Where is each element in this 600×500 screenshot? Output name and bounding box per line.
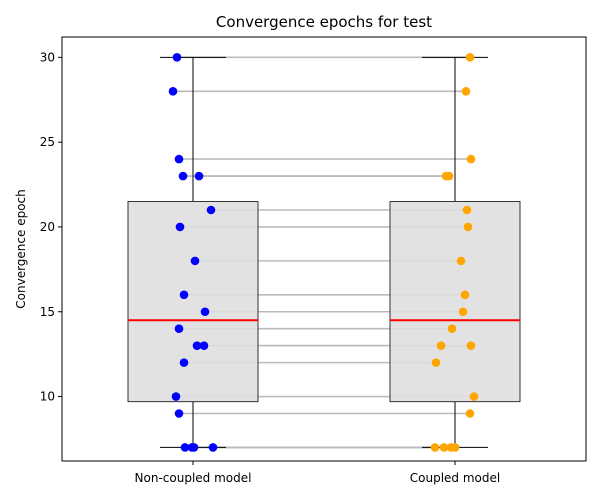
- point-coupled: [469, 392, 479, 401]
- point-coupled: [447, 324, 457, 334]
- y-ticks-layer: 10 15 20 25 30: [40, 50, 62, 404]
- point-non-coupled: [174, 409, 184, 418]
- x-tick-label: Coupled model: [410, 471, 500, 485]
- point-coupled: [436, 341, 446, 350]
- point-coupled: [461, 86, 471, 96]
- point-coupled: [462, 205, 472, 215]
- y-axis-label: Convergence epoch: [14, 189, 28, 308]
- x-ticks-layer: Non-coupled model Coupled model: [135, 461, 500, 485]
- box-iqr: [389, 201, 521, 403]
- point-non-coupled: [206, 205, 216, 215]
- y-tick-label: 25: [40, 135, 55, 149]
- point-non-coupled: [174, 154, 184, 164]
- x-tick-label: Non-coupled model: [135, 471, 252, 485]
- axes-frame: [61, 36, 587, 462]
- point-coupled: [444, 171, 454, 181]
- point-non-coupled: [200, 307, 210, 317]
- point-non-coupled: [178, 171, 188, 181]
- point-non-coupled: [208, 443, 218, 452]
- point-non-coupled: [180, 443, 190, 452]
- point-non-coupled: [174, 324, 184, 334]
- point-coupled: [458, 307, 468, 317]
- point-coupled: [465, 409, 475, 418]
- point-non-coupled: [171, 392, 181, 401]
- point-non-coupled: [194, 171, 204, 181]
- points-layer: [168, 53, 479, 452]
- point-coupled: [463, 222, 473, 232]
- boxes-layer: [127, 56, 521, 448]
- point-non-coupled: [179, 358, 189, 367]
- point-non-coupled: [190, 256, 200, 266]
- point-non-coupled: [192, 341, 202, 350]
- point-coupled: [456, 256, 466, 266]
- point-non-coupled: [189, 443, 199, 452]
- point-non-coupled: [199, 341, 209, 350]
- chart-title: Convergence epochs for test: [216, 13, 432, 31]
- point-non-coupled: [179, 290, 189, 300]
- point-coupled: [460, 290, 470, 300]
- y-tick-label: 30: [40, 50, 55, 64]
- point-coupled: [466, 341, 476, 350]
- point-coupled: [439, 443, 449, 452]
- point-coupled: [431, 358, 441, 367]
- box-iqr: [127, 201, 259, 403]
- point-non-coupled: [175, 222, 185, 232]
- point-non-coupled: [172, 53, 182, 62]
- y-tick-label: 20: [40, 220, 55, 234]
- y-tick-label: 10: [40, 390, 55, 404]
- y-tick-label: 15: [40, 305, 55, 319]
- point-coupled: [450, 443, 460, 452]
- point-coupled: [466, 154, 476, 164]
- point-coupled: [430, 443, 440, 452]
- point-coupled: [465, 53, 475, 62]
- point-non-coupled: [168, 86, 178, 96]
